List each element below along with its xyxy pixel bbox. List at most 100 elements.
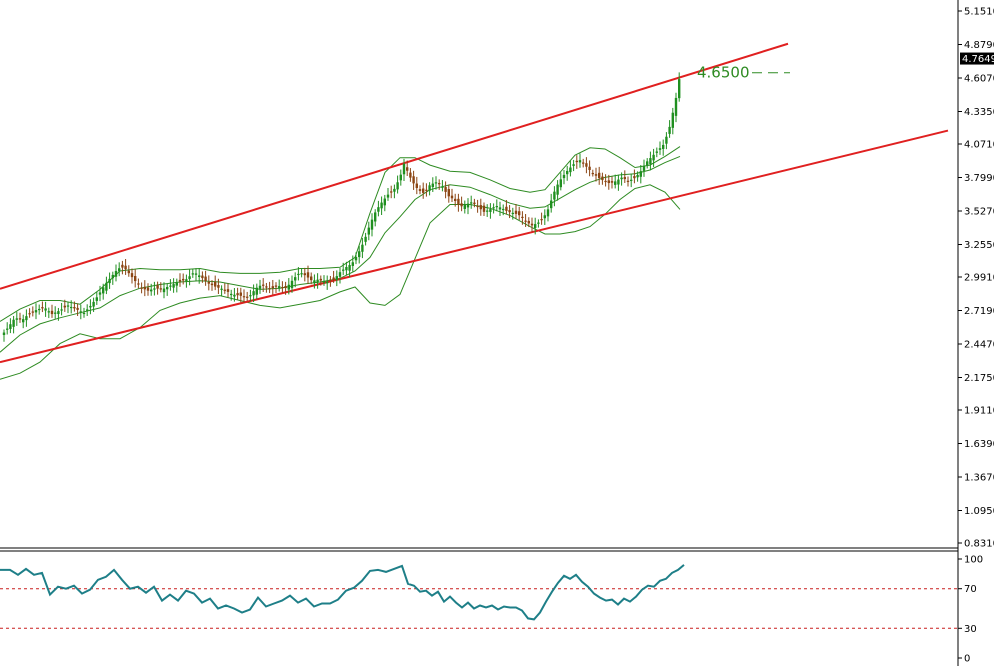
candle-body: [233, 294, 236, 297]
candle-body: [646, 161, 649, 166]
candle-body: [364, 236, 367, 242]
candle-body: [60, 309, 63, 311]
candle-body: [322, 281, 326, 283]
rsi-line: [0, 564, 685, 621]
lower-channel-line: [0, 129, 949, 364]
candle-body: [518, 211, 521, 216]
candle-body: [290, 280, 294, 289]
candle-body: [162, 288, 166, 293]
candle-body: [396, 182, 399, 190]
candle-body: [146, 287, 150, 291]
candle-body: [332, 277, 335, 280]
candle-body: [175, 282, 178, 286]
candle-body: [655, 151, 658, 153]
candle-body: [406, 167, 409, 171]
candle-body: [450, 195, 454, 199]
candle-body: [6, 328, 9, 330]
candle-body: [374, 212, 377, 222]
candle-body: [377, 207, 380, 212]
candle-body: [550, 200, 553, 209]
candle-body: [438, 183, 441, 185]
candle-body: [530, 223, 534, 226]
candle-body: [559, 179, 562, 188]
candle-body: [191, 273, 194, 275]
rsi-y-tick-label: 30: [964, 624, 977, 635]
candle-body: [658, 148, 662, 150]
candle-body: [249, 295, 252, 297]
candle-body: [630, 179, 633, 181]
candle-body: [95, 297, 98, 301]
candle-body: [198, 275, 201, 278]
candle-body: [194, 273, 198, 275]
candle-body: [79, 311, 82, 313]
candle-body: [537, 222, 540, 224]
candle-body: [617, 179, 620, 185]
candle-body: [614, 181, 617, 185]
candle-body: [294, 277, 297, 281]
candle-body: [76, 307, 79, 310]
candle-body: [534, 224, 537, 228]
bollinger-lower-line: [0, 184, 681, 380]
candle-body: [569, 167, 572, 173]
candle-body: [236, 293, 239, 296]
candle-body: [591, 172, 594, 175]
candle-body: [239, 292, 242, 296]
candle-body: [434, 182, 438, 184]
candle-body: [329, 279, 332, 281]
y-tick-label: 4.3350: [964, 107, 994, 118]
candle-body: [415, 183, 418, 188]
candle-body: [44, 308, 47, 311]
candle-body: [556, 184, 559, 195]
candle-body: [633, 176, 636, 179]
candle-body: [466, 203, 470, 208]
candle-body: [172, 284, 175, 288]
candle-body: [284, 286, 287, 289]
candle-body: [156, 285, 159, 289]
candle-body: [649, 158, 652, 165]
candle-body: [22, 319, 25, 323]
candle-body: [594, 174, 598, 176]
candle-body: [210, 283, 214, 286]
candle-body: [297, 273, 300, 276]
candle-body: [636, 174, 639, 178]
candle-body: [268, 288, 271, 290]
candle-body: [642, 165, 646, 171]
candle-body: [342, 269, 345, 271]
candle-body: [479, 205, 482, 210]
y-tick-label: 2.4470: [964, 339, 994, 350]
candle-body: [572, 164, 575, 166]
candle-body: [575, 160, 578, 163]
candle-body: [217, 284, 220, 288]
candle-body: [278, 286, 281, 288]
candle-body: [303, 273, 306, 276]
candle-body: [287, 284, 290, 290]
candle-body: [121, 264, 124, 268]
candle-body: [140, 287, 143, 289]
candle-body: [431, 183, 434, 188]
candle-body: [28, 313, 31, 315]
target-label: 4.6500: [697, 64, 750, 82]
candle-body: [86, 309, 89, 311]
candle-body: [82, 312, 86, 315]
candle-body: [159, 288, 162, 290]
candle-body: [111, 274, 114, 279]
axis-labels: 5.1510 4.8790 4.6070 4.3350 4.0710 3.7990 3.52…: [958, 7, 994, 665]
candle-body: [31, 311, 34, 313]
candle-body: [319, 278, 322, 281]
candle-body: [354, 257, 358, 261]
candle-body: [118, 268, 121, 272]
candle-body: [422, 188, 425, 193]
candle-body: [143, 286, 146, 290]
candle-body: [505, 206, 508, 211]
candle-body: [63, 305, 66, 308]
rsi-y-tick-label: 70: [964, 584, 977, 595]
y-tick-label: 4.6070: [964, 73, 994, 84]
candle-body: [578, 160, 582, 163]
candle-body: [223, 289, 226, 291]
candle-body: [281, 286, 284, 289]
candle-body: [409, 172, 412, 178]
candle-body: [12, 319, 15, 327]
